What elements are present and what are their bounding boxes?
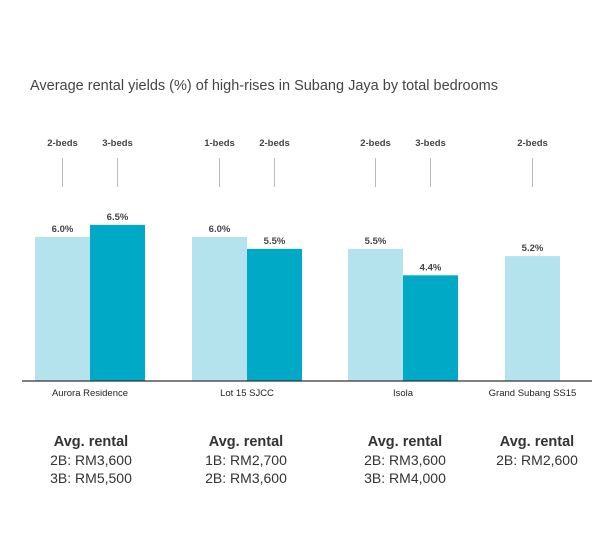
bedroom-label: 2-beds bbox=[517, 138, 548, 149]
bedroom-label: 1-beds bbox=[204, 138, 235, 149]
bedroom-label: 2-beds bbox=[259, 138, 290, 149]
category-label: Aurora Residence bbox=[52, 388, 128, 399]
bar-lot-15-sjcc-1-beds bbox=[192, 236, 247, 381]
bedroom-label: 2-beds bbox=[47, 138, 78, 149]
bedroom-label: 2-beds bbox=[360, 138, 391, 149]
rental-heading: Avg. rental bbox=[499, 434, 575, 450]
category-label: Lot 15 SJCC bbox=[220, 388, 274, 399]
category-label: Grand Subang SS15 bbox=[489, 388, 577, 399]
rental-line: 1B: RM2,700 bbox=[205, 452, 287, 468]
data-label: 5.5% bbox=[365, 236, 387, 247]
bar-lot-15-sjcc-2-beds bbox=[247, 248, 302, 381]
data-label: 6.0% bbox=[209, 224, 231, 235]
rental-line: 3B: RM4,000 bbox=[364, 470, 446, 486]
bar-isola-2-beds bbox=[348, 248, 403, 381]
data-label: 4.4% bbox=[420, 262, 442, 273]
data-label: 5.2% bbox=[522, 243, 544, 254]
bedroom-label: 3-beds bbox=[415, 138, 446, 149]
bar-aurora-residence-3-beds bbox=[90, 224, 145, 381]
data-label: 6.5% bbox=[107, 212, 129, 223]
rental-block-aurora-residence: Avg. rental 2B: RM3,600 3B: RM5,500 bbox=[26, 433, 156, 487]
rental-block-lot-15-sjcc: Avg. rental 1B: RM2,700 2B: RM3,600 bbox=[181, 433, 311, 487]
rental-line: 2B: RM3,600 bbox=[364, 452, 446, 468]
rental-heading: Avg. rental bbox=[208, 434, 284, 450]
bar-isola-3-beds bbox=[403, 275, 458, 381]
rental-block-grand-subang-ss15: Avg. rental 2B: RM2,600 bbox=[472, 433, 602, 469]
rental-heading: Avg. rental bbox=[367, 434, 443, 450]
bedroom-label: 3-beds bbox=[102, 138, 133, 149]
data-label: 5.5% bbox=[264, 236, 286, 247]
category-label: Isola bbox=[393, 388, 414, 399]
rental-line: 2B: RM3,600 bbox=[50, 452, 132, 468]
bar-grand-subang-ss15-2-beds bbox=[505, 256, 560, 381]
rental-line: 2B: RM2,600 bbox=[496, 452, 578, 468]
chart-title: Average rental yields (%) of high-rises … bbox=[30, 78, 499, 94]
data-label: 6.0% bbox=[52, 224, 74, 235]
bar-aurora-residence-2-beds bbox=[35, 236, 90, 381]
rental-line: 2B: RM3,600 bbox=[205, 470, 287, 486]
rental-block-isola: Avg. rental 2B: RM3,600 3B: RM4,000 bbox=[340, 433, 470, 487]
rental-line: 3B: RM5,500 bbox=[50, 470, 132, 486]
rental-heading: Avg. rental bbox=[53, 434, 129, 450]
